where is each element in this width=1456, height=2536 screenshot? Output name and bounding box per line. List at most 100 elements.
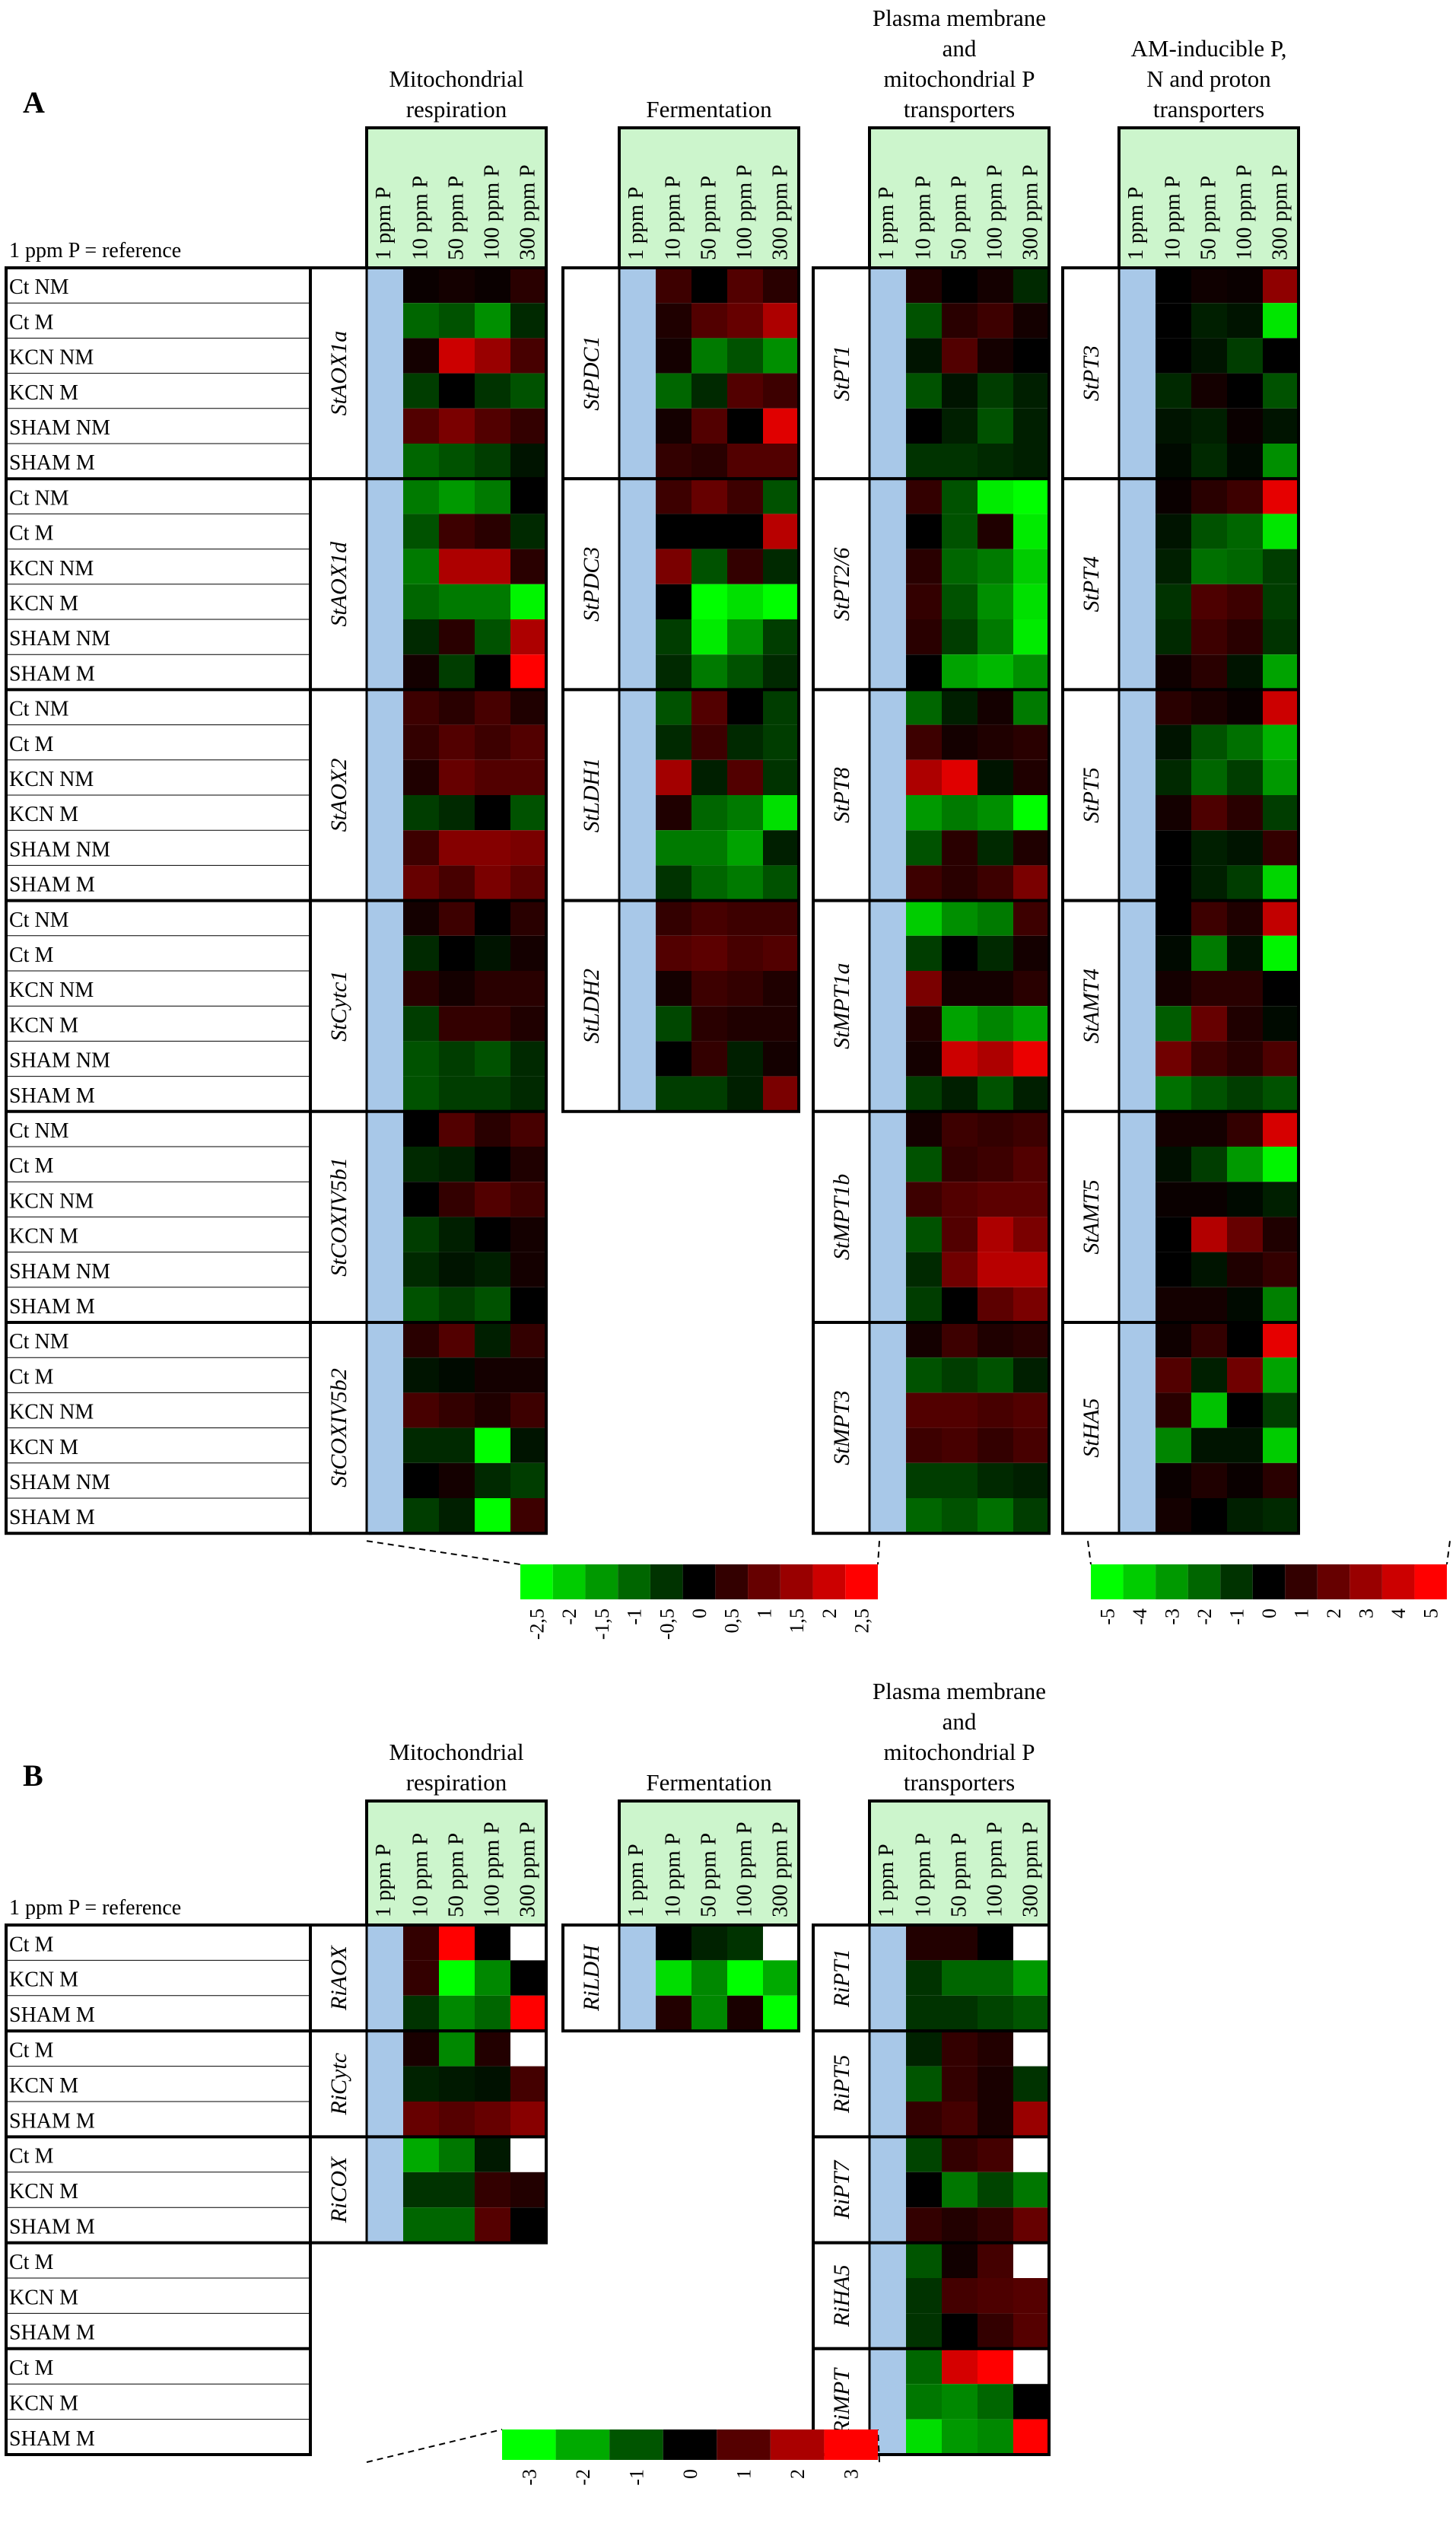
b-scale-1-scale-swatch-3: [663, 2429, 717, 2460]
a-heatmap-cell-0-5-3-1: [403, 1427, 439, 1463]
a-heatmap-cell-0-1-3-1: [403, 584, 439, 619]
b-heatmap-cell-2-3-1-3: [978, 2278, 1013, 2314]
a-row-label-1-0: Ct NM: [9, 486, 69, 510]
a-heatmap-cell-2-4-3-1: [906, 1217, 942, 1252]
a-heatmap-cell-0-0-1-2: [439, 303, 475, 339]
a-heatmap-cell-2-1-5-2: [942, 654, 978, 690]
a-gene-cell-2-3: [813, 900, 869, 1112]
a-col-label-1-2: 50 ppm P: [697, 176, 721, 260]
a-heatmap-cell-3-5-1-2: [1191, 1357, 1227, 1393]
a-heatmap-cell-1-3-2-4: [763, 971, 799, 1007]
b-col-label-1-0: 1 ppm P: [624, 1844, 648, 1917]
b-scale-1-scale-connector-right: [877, 2429, 880, 2463]
a-scale-2-scale-connector-right: [1446, 1541, 1451, 1565]
b-heatmap-cell-2-4-1-4: [1013, 2384, 1049, 2420]
b-heatmap-cell-0-0-2-3: [475, 1995, 510, 2032]
b-col-label-2-0: 1 ppm P: [874, 1844, 898, 1917]
a-heatmap-cell-0-3-4-2: [439, 1041, 475, 1077]
a-gene-cell-0-3: [310, 900, 367, 1112]
a-col-label-2-0: 1 ppm P: [874, 186, 898, 260]
a-heatmap-cell-1-3-2-1: [656, 971, 691, 1007]
a-heatmap-cell-3-0-1-2: [1191, 303, 1227, 339]
a-heatmap-cell-3-5-2-3: [1227, 1392, 1263, 1428]
a-heatmap-cell-2-1-5-1: [906, 654, 942, 690]
a-scale-2-scale-swatch-6: [1285, 1564, 1318, 1599]
b-heatmap-cell-0-1-0-2: [439, 2031, 475, 2067]
a-heatmap-cell-1-3-1-2: [691, 935, 727, 971]
a-heatmap-cell-2-5-4-3: [978, 1462, 1013, 1498]
a-heatmap-cell-3-2-0-3: [1227, 689, 1263, 725]
a-heatmap-cell-3-0-5-2: [1191, 444, 1227, 479]
a-heatmap-cell-3-0-2-2: [1191, 338, 1227, 374]
a-heatmap-cell-3-5-5-4: [1263, 1498, 1299, 1534]
a-heatmap-cell-1-3-0-3: [727, 900, 763, 936]
a-scale-1-scale-swatch-0: [520, 1564, 553, 1599]
a-heatmap-cell-2-1-0-3: [978, 479, 1013, 514]
a-gene-cell-1-1: [563, 479, 619, 690]
a-heatmap-cell-0-2-2-1: [403, 759, 439, 795]
a-heatmap-cell-0-4-2-2: [439, 1182, 475, 1217]
a-heatmap-cell-0-4-4-1: [403, 1252, 439, 1287]
a-heatmap-cell-2-5-5-1: [906, 1498, 942, 1534]
a-heatmap-cell-2-2-0-1: [906, 689, 942, 725]
b-heatmap-cell-0-1-2-2: [439, 2102, 475, 2137]
a-heatmap-cell-2-2-2-2: [942, 759, 978, 795]
b-scale-1-scale-swatch-5: [770, 2429, 825, 2460]
a-heatmap-cell-0-1-1-4: [510, 514, 546, 549]
b-reference-column-0-0: [367, 1925, 403, 2032]
a-heatmap-cell-0-5-0-1: [403, 1322, 439, 1358]
a-heatmap-cell-3-2-4-1: [1156, 830, 1191, 866]
a-heatmap-cell-3-5-5-2: [1191, 1498, 1227, 1534]
a-heatmap-cell-1-1-1-1: [656, 514, 691, 549]
a-heatmap-cell-2-2-3-1: [906, 795, 942, 831]
b-heatmap-cell-2-1-1-1: [906, 2066, 942, 2102]
a-heatmap-cell-0-5-4-2: [439, 1462, 475, 1498]
a-heatmap-cell-3-0-0-4: [1263, 268, 1299, 304]
b-heatmap-cell-2-2-2-1: [906, 2207, 942, 2243]
a-heatmap-cell-3-0-3-1: [1156, 373, 1191, 409]
a-heatmap-cell-3-4-5-2: [1191, 1287, 1227, 1322]
a-heatmap-cell-0-5-1-3: [475, 1357, 510, 1393]
a-heatmap-cell-0-4-0-4: [510, 1111, 546, 1147]
b-heatmap-cell-2-1-1-4: [1013, 2066, 1049, 2102]
a-heatmap-cell-3-1-0-2: [1191, 479, 1227, 514]
a-row-label-2-5: SHAM M: [9, 873, 95, 897]
a-scale-1-scale-swatch-6: [715, 1564, 749, 1599]
a-heatmap-cell-3-1-2-4: [1263, 549, 1299, 584]
a-heatmap-cell-1-0-2-1: [656, 338, 691, 374]
b-group-title-0-1: respiration: [406, 1769, 507, 1796]
b-heatmap-cell-0-1-2-3: [475, 2102, 510, 2137]
a-gene-name-2-2: StPT8: [829, 767, 854, 823]
a-heatmap-cell-2-1-4-4: [1013, 619, 1049, 655]
a-heatmap-cell-0-5-5-3: [475, 1498, 510, 1534]
a-heatmap-cell-0-2-4-2: [439, 830, 475, 866]
a-reference-column-2-4: [869, 1111, 906, 1322]
a-heatmap-cell-3-1-2-1: [1156, 549, 1191, 584]
a-heatmap-cell-3-2-1-4: [1263, 724, 1299, 760]
a-heatmap-cell-2-5-2-2: [942, 1392, 978, 1428]
a-heatmap-cell-2-1-1-1: [906, 514, 942, 549]
a-row-label-1-1: Ct M: [9, 522, 53, 546]
b-col-label-2-2: 50 ppm P: [947, 1833, 971, 1917]
a-reference-column-0-3: [367, 900, 403, 1112]
b-header-band-0: [367, 1801, 546, 1925]
a-heatmap-cell-2-0-1-3: [978, 303, 1013, 339]
a-row-label-2-4: SHAM NM: [9, 838, 110, 861]
a-heatmap-cell-0-3-0-2: [439, 900, 475, 936]
a-heatmap-cell-2-1-3-2: [942, 584, 978, 619]
a-heatmap-cell-1-1-2-3: [727, 549, 763, 584]
a-scale-2-scale-tick-9: 4: [1388, 1608, 1410, 1618]
b-heatmap-cell-2-0-1-2: [942, 1960, 978, 1996]
a-row-label-4-2: KCN NM: [9, 1189, 94, 1213]
a-heatmap-cell-1-3-5-4: [763, 1076, 799, 1112]
b-row-label-1-0: Ct M: [9, 2039, 53, 2063]
b-gene-name-0-0: RiAOX: [326, 1944, 351, 2011]
a-row-label-4-4: SHAM NM: [9, 1260, 110, 1284]
a-heatmap-cell-3-2-3-1: [1156, 795, 1191, 831]
a-heatmap-cell-0-5-1-2: [439, 1357, 475, 1393]
a-heatmap-cell-2-0-0-2: [942, 268, 978, 304]
a-heatmap-cell-3-3-4-1: [1156, 1041, 1191, 1077]
a-heatmap-cell-2-2-2-3: [978, 759, 1013, 795]
a-heatmap-cell-3-1-3-1: [1156, 584, 1191, 619]
b-scale-1-scale-connector-left: [366, 2429, 503, 2463]
